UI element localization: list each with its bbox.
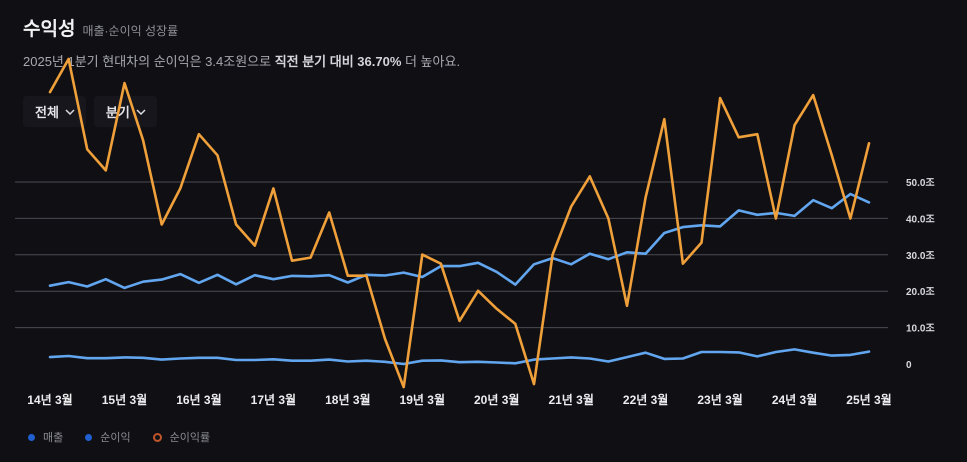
y-tick-label: 30.0조 xyxy=(906,250,935,262)
scope-dropdown[interactable]: 전체 xyxy=(23,96,86,127)
revenue-line xyxy=(48,192,871,290)
x-tick-label: 23년 3월 xyxy=(697,392,742,407)
x-axis-ticks: 14년 3월 15년 3월 16년 3월 17년 3월 18년 3월 19년 3월 20년 … xyxy=(27,392,891,407)
page-subtitle: 매출·순이익 성장률 xyxy=(82,24,179,38)
y-tick-label: 50.0조 xyxy=(906,177,935,189)
x-tick-label: 18년 3월 xyxy=(325,392,370,407)
period-dropdown[interactable]: 분기 xyxy=(93,96,157,127)
page-title: 수익성 xyxy=(23,19,76,40)
x-tick-label: 25년 3월 xyxy=(846,392,891,407)
x-tick-label: 22년 3월 xyxy=(623,392,668,407)
summary-prefix: 2025년 1분기 현대차의 순이익은 3.4조원으로 xyxy=(23,54,275,69)
scope-dropdown-label: 전체 xyxy=(35,105,59,120)
x-tick-label: 15년 3월 xyxy=(102,392,147,407)
summary-suffix: 더 높아요. xyxy=(401,54,461,69)
chart-header: 수익성 매출·순이익 성장률 xyxy=(23,14,178,41)
summary-text: 2025년 1분기 현대차의 순이익은 3.4조원으로 직전 분기 대비 36.… xyxy=(23,51,460,70)
chevron-down-icon xyxy=(136,108,146,115)
y-tick-label: 20.0조 xyxy=(906,286,935,298)
summary-highlight: 직전 분기 대비 36.70% xyxy=(274,54,402,69)
y-tick-label: 10.0조 xyxy=(906,323,935,335)
y-tick-label: 40.0조 xyxy=(906,213,935,225)
x-tick-label: 19년 3월 xyxy=(400,392,445,407)
x-tick-label: 17년 3월 xyxy=(251,392,296,407)
legend-item[interactable]: 순이익률 xyxy=(152,429,211,445)
legend-label: 순이익률 xyxy=(169,432,211,444)
series-lines xyxy=(48,57,871,389)
chevron-down-icon xyxy=(65,108,75,115)
net-income-line xyxy=(48,348,871,366)
y-tick-label: 0 xyxy=(906,360,912,371)
net-margin-legend-ring xyxy=(152,432,162,442)
grid-lines xyxy=(15,181,888,329)
chart-legend: 매출 순이익 순이익률 xyxy=(28,429,210,445)
x-tick-label: 14년 3월 xyxy=(27,392,72,407)
filter-bar: 전체 분기 xyxy=(23,96,157,127)
x-tick-label: 24년 3월 xyxy=(772,392,817,407)
x-tick-label: 21년 3월 xyxy=(548,392,593,407)
legend-item[interactable]: 매출 xyxy=(28,429,63,445)
x-tick-label: 16년 3월 xyxy=(176,392,221,407)
net-margin-line xyxy=(48,57,871,389)
revenue-legend-dot xyxy=(28,433,35,441)
x-tick-label: 20년 3월 xyxy=(474,392,519,407)
net-income-legend-dot xyxy=(85,433,93,441)
legend-label: 순이익 xyxy=(100,432,131,444)
y-axis-ticks: 50.0조 40.0조 30.0조 20.0조 10.0조 0 xyxy=(906,177,935,371)
legend-item[interactable]: 순이익 xyxy=(85,429,131,445)
legend-label: 매출 xyxy=(43,432,64,444)
